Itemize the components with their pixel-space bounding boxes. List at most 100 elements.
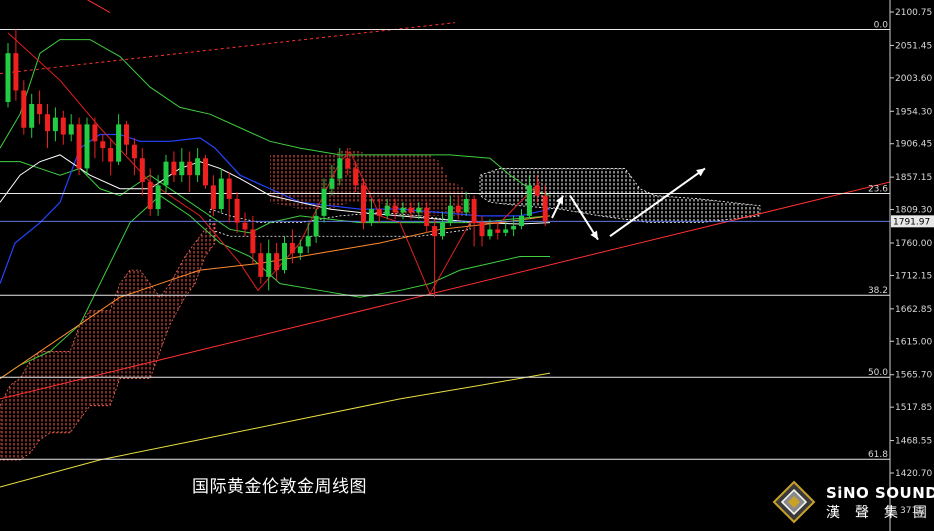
candle: [203, 154, 208, 189]
candle-body: [289, 242, 295, 254]
price-tick-label: 1906.45: [895, 140, 932, 150]
candle: [131, 137, 137, 176]
price-tick-label: 1809.30: [895, 206, 932, 216]
candle: [503, 222, 509, 237]
candle-body: [187, 161, 193, 176]
candle: [210, 175, 216, 216]
candle-body: [179, 161, 185, 176]
candle-body: [37, 104, 43, 115]
candle-body: [503, 229, 509, 233]
company-logo: SiNO SOUND 漢聲集團: [772, 478, 934, 528]
uptrend-support-line: [0, 181, 891, 400]
candle-body: [305, 236, 311, 247]
price-tick-label: 2051.45: [895, 41, 932, 51]
candle-body: [258, 253, 264, 277]
candle-body: [463, 198, 469, 213]
price-tick-label: 1712.15: [895, 271, 932, 281]
candle-body: [368, 209, 374, 223]
candle: [337, 148, 343, 186]
candle: [155, 175, 161, 216]
candle-body: [250, 229, 256, 254]
candle: [376, 198, 382, 223]
candle: [163, 154, 169, 193]
candle-body: [226, 178, 232, 199]
price-axis: 2100.75 2051.45 2003.60 1954.30 1906.45 1857.…: [889, 0, 934, 531]
candle: [297, 239, 303, 260]
candle-body: [163, 161, 169, 186]
candle: [258, 242, 264, 284]
candle-body: [313, 215, 319, 237]
bollinger-upper-line: [0, 39, 551, 197]
candle-body: [479, 222, 485, 237]
ichimoku-cloud-white: [479, 168, 761, 224]
candle: [519, 209, 524, 230]
candle: [542, 185, 548, 227]
candle-body: [337, 158, 343, 179]
projection-arrow-down: [569, 195, 599, 241]
candle: [534, 175, 540, 203]
candle-body: [60, 117, 66, 135]
candle-body: [147, 181, 153, 210]
candle: [250, 215, 256, 264]
candle: [147, 168, 153, 216]
candle: [353, 161, 359, 193]
candle-body: [511, 226, 517, 230]
candle-body: [92, 124, 98, 142]
candle: [52, 107, 58, 142]
candle: [100, 134, 106, 162]
candle-body: [526, 185, 532, 216]
fib-level-label: 61.8: [868, 450, 888, 460]
price-tick-label: 2003.60: [895, 74, 932, 84]
ichimoku-cloud-white-2: [209, 208, 471, 237]
candle-body: [400, 207, 406, 213]
candle-body: [416, 207, 422, 213]
candle: [495, 222, 501, 240]
moving-average-orange: [0, 215, 551, 379]
ichimoku-cloud-layer: [0, 148, 761, 461]
candle: [68, 114, 74, 142]
elliott-wave-line: [7, 32, 541, 295]
candle-body: [108, 148, 114, 162]
channel-top-line: [86, 0, 111, 13]
candle-body: [131, 144, 137, 159]
candle-body: [447, 205, 453, 223]
candle-body: [495, 229, 501, 233]
candle: [289, 229, 295, 264]
candle-body: [5, 53, 11, 102]
candle-body: [440, 222, 445, 237]
candle: [92, 117, 98, 159]
fib-level-label: 23.6: [868, 185, 888, 195]
candle: [234, 192, 240, 233]
candle: [487, 219, 493, 240]
candle: [84, 117, 90, 176]
candle: [329, 165, 335, 196]
candle-body: [361, 185, 366, 223]
candle-body: [274, 253, 280, 271]
candle-body: [139, 158, 145, 182]
price-tick-label: 1662.85: [895, 305, 932, 315]
candle-body: [203, 158, 208, 186]
candle: [242, 212, 248, 237]
candle: [368, 198, 374, 227]
candle: [511, 215, 517, 237]
candle: [440, 212, 445, 240]
fib-level-label: 0.0: [874, 20, 889, 30]
moving-average-yellow: [0, 372, 551, 488]
candle: [305, 222, 311, 254]
candle-body: [242, 222, 248, 230]
candle: [108, 137, 114, 176]
candle-body: [218, 178, 224, 210]
candle: [432, 219, 438, 298]
price-tick-label: 1420.70: [895, 469, 932, 479]
price-tick-label: 2100.75: [895, 8, 932, 18]
candle-body: [376, 209, 382, 216]
candle-body: [116, 124, 122, 162]
fib-level-label: 38.2: [868, 286, 888, 296]
logo-diamond-icon: [772, 480, 816, 524]
candle-body: [45, 114, 50, 132]
chart-title: 国际黄金伦敦金周线图: [192, 477, 367, 497]
candle: [282, 236, 287, 274]
arrow-head-icon: [696, 168, 705, 177]
candle-body: [282, 242, 287, 271]
candle-body: [408, 207, 414, 213]
